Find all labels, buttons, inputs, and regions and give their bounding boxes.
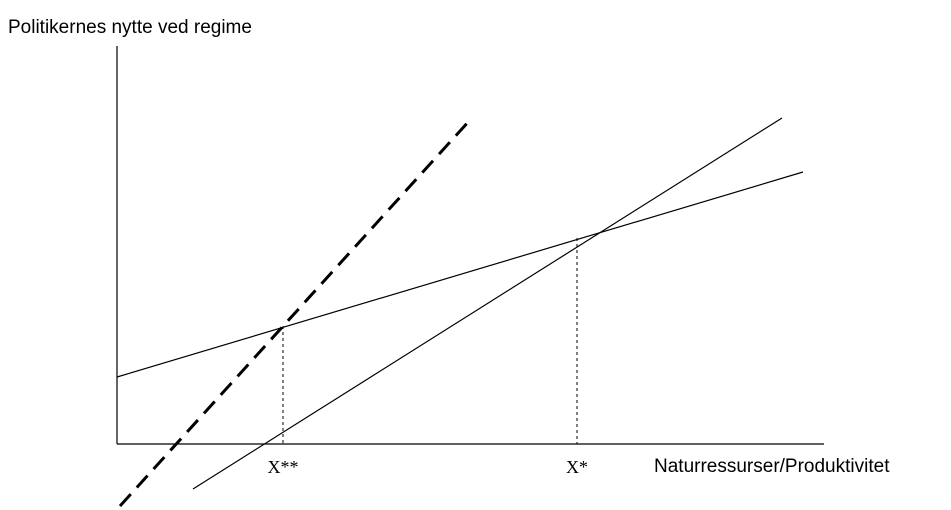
marker-label-x-star: X* (566, 457, 588, 477)
steep-line (192, 117, 783, 490)
y-axis-label: Politikernes nytte ved regime (8, 17, 252, 38)
x-axis-label: Naturressurser/Produktivitet (654, 456, 890, 477)
dashed-line (118, 118, 472, 508)
marker-label-x-double-star: X** (268, 457, 299, 477)
shallow-line (116, 171, 804, 378)
